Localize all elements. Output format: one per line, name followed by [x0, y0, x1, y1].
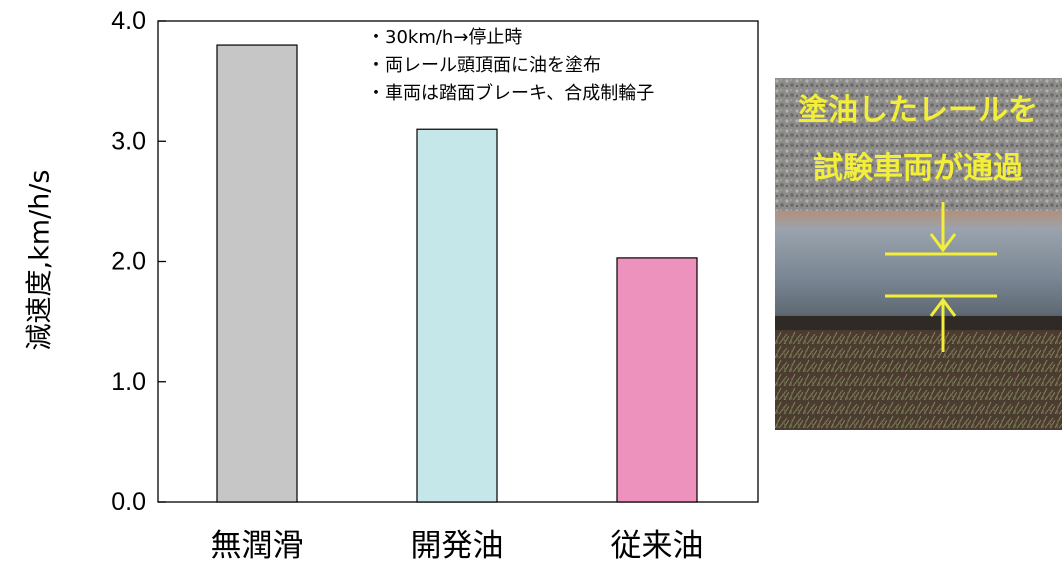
down-arrow-icon: [929, 202, 957, 253]
bar-kaihatsuyu: [416, 128, 498, 503]
up-arrow-icon: [929, 297, 957, 352]
category-label-2: 開発油: [411, 528, 504, 564]
bar-juraiyu: [616, 257, 698, 503]
note-brake: ・車両は踏面ブレーキ、合成制輪子: [367, 82, 654, 104]
bar-mujunkatsu: [216, 44, 298, 503]
gravel-area: [775, 78, 1062, 213]
y-tick-label: 1.0: [111, 368, 146, 396]
grass-area: [775, 330, 1062, 430]
rail-photo-illustration: 塗油したレールを 試験車両が通過: [775, 78, 1062, 430]
note-speed: ・30km/h→停止時: [367, 27, 522, 48]
y-tick-label: 0.0: [111, 488, 146, 516]
y-axis-label: 減速度,km/h/s: [25, 170, 56, 351]
y-tick-label: 4.0: [111, 7, 146, 35]
rail-head: [775, 211, 1062, 331]
condition-notes: ・30km/h→停止時 ・両レール頭頂面に油を塗布 ・車両は踏面ブレーキ、合成制…: [367, 27, 654, 104]
y-axis-ticks: 0.0 1.0 2.0 3.0 4.0: [111, 7, 166, 516]
bar-chart: 減速度,km/h/s 0.0 1.0 2.0 3.0 4.0 無潤滑 開発油 従来油 ・…: [25, 7, 759, 564]
y-tick-label: 3.0: [111, 127, 146, 155]
photo-caption-line-2: 試験車両が通過: [813, 151, 1024, 186]
bars: [216, 44, 698, 503]
category-label-1: 無潤滑: [211, 528, 304, 564]
photo-caption-line-1: 塗油したレールを: [798, 93, 1038, 128]
rail-photo: 塗油したレールを 試験車両が通過: [775, 78, 1062, 430]
rail-shadow: [775, 316, 1062, 332]
y-tick-label: 2.0: [111, 248, 146, 276]
x-axis-categories: 無潤滑 開発油 従来油: [211, 528, 704, 564]
category-label-3: 従来油: [611, 528, 704, 564]
note-oil: ・両レール頭頂面に油を塗布: [367, 54, 601, 76]
